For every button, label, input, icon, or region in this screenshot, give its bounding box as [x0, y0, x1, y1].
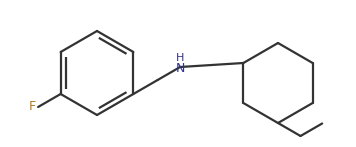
Text: N: N	[176, 62, 185, 76]
Text: H: H	[176, 53, 184, 63]
Text: F: F	[29, 101, 36, 113]
